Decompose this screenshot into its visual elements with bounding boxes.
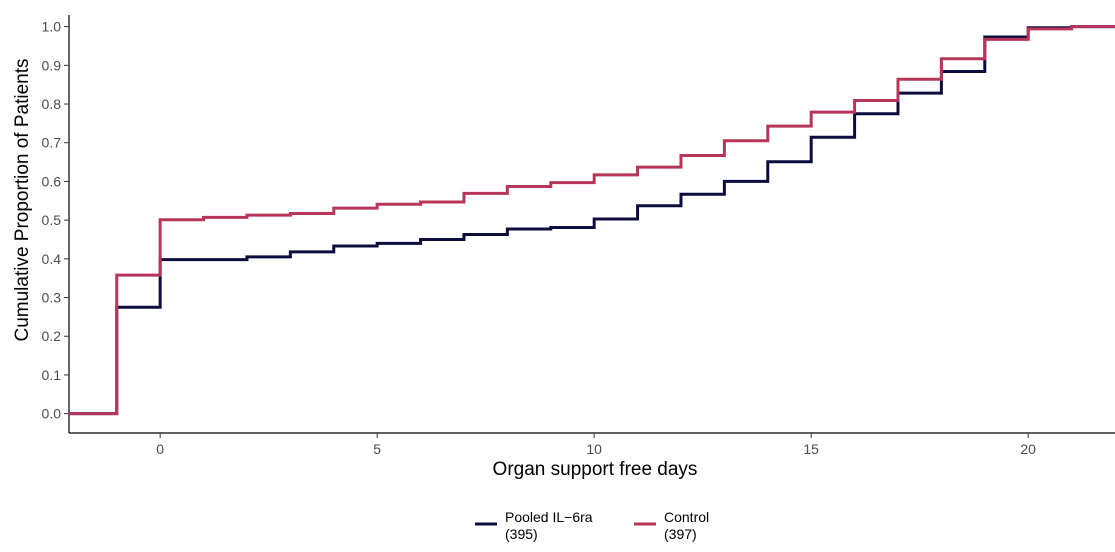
y-axis-title: Cumulative Proportion of Patients (12, 58, 33, 341)
x-axis: 0 5 10 15 20 (69, 432, 1115, 457)
x-tick-label: 10 (586, 441, 602, 457)
y-axis: 0.0 0.1 0.2 0.3 0.4 0.5 0.6 0.7 0.8 0.9 1.0 (42, 15, 70, 433)
y-tick-label: 0.1 (42, 367, 62, 383)
y-tick-label: 1.0 (42, 19, 62, 35)
x-tick-label: 0 (156, 441, 164, 457)
legend-count: (395) (505, 526, 538, 542)
series-line-control (69, 25, 1115, 416)
y-tick-label: 0.6 (42, 173, 62, 189)
y-tick-label: 0.9 (42, 57, 62, 73)
y-tick-label: 0.7 (42, 135, 62, 151)
legend-label: Pooled IL−6ra (505, 509, 593, 525)
x-tick-label: 5 (373, 441, 381, 457)
x-axis-title: Organ support free days (493, 459, 698, 480)
legend-item-pooled-il6ra: Pooled IL−6ra(395) (475, 509, 593, 542)
legend-count: (397) (664, 526, 697, 542)
y-tick-label: 0.2 (42, 328, 62, 344)
series-layer (69, 25, 1115, 416)
legend: Pooled IL−6ra(395) Control(397) (475, 509, 709, 542)
x-tick-label: 15 (803, 441, 819, 457)
x-tick-label: 20 (1020, 441, 1036, 457)
y-tick-label: 0.4 (42, 251, 62, 267)
legend-item-control: Control(397) (634, 509, 709, 542)
y-tick-label: 0.3 (42, 290, 62, 306)
series-line-pooled-il6ra (69, 25, 1115, 416)
y-tick-label: 0.5 (42, 212, 62, 228)
y-tick-label: 0.0 (42, 406, 62, 422)
y-tick-label: 0.8 (42, 96, 62, 112)
legend-label: Control (664, 509, 709, 525)
